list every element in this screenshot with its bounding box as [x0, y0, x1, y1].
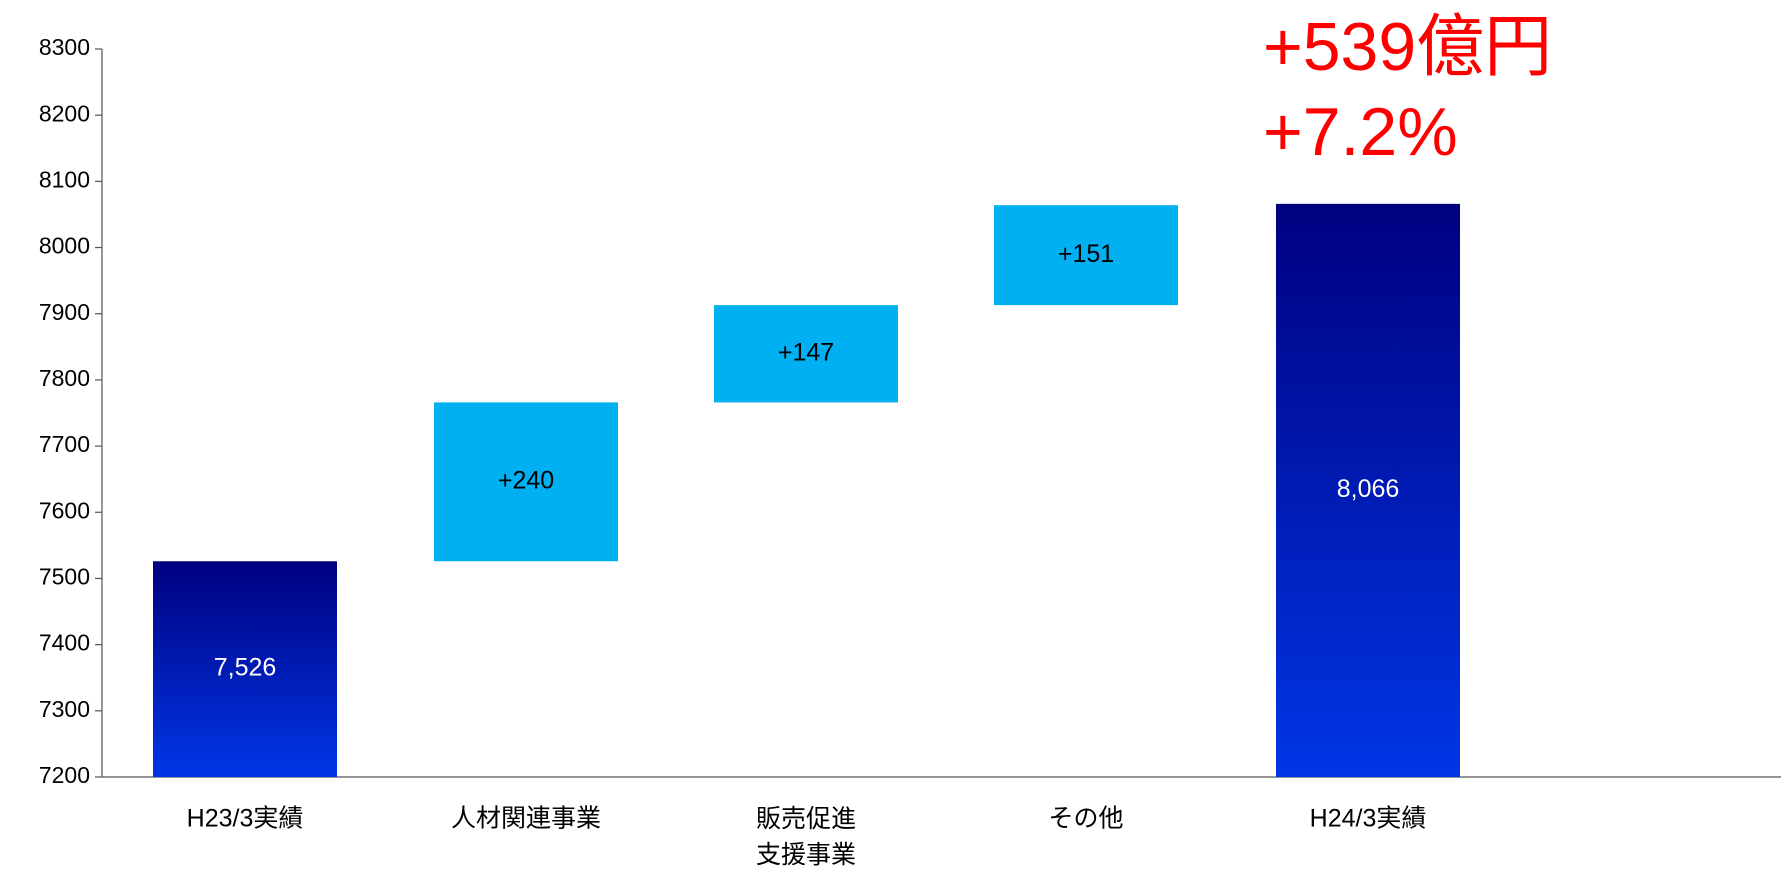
y-tick-label: 8000 — [39, 233, 90, 259]
value-label: 8,066 — [1337, 475, 1400, 503]
x-tick-label: H24/3実績 — [1310, 805, 1427, 833]
delta-bar — [994, 205, 1178, 306]
annotation: +7.2% — [1263, 94, 1458, 170]
total-bar — [153, 561, 337, 777]
value-label: +240 — [498, 466, 554, 494]
y-tick-label: 8100 — [39, 166, 90, 192]
y-tick-label: 7700 — [39, 431, 90, 457]
value-label: +147 — [778, 338, 834, 366]
annotation: +539億円 — [1263, 9, 1552, 85]
y-tick-label: 7800 — [39, 365, 90, 391]
y-tick-label: 7500 — [39, 564, 90, 590]
delta-bar — [434, 402, 618, 562]
value-label: +151 — [1058, 240, 1114, 268]
x-tick-label: H23/3実績 — [187, 805, 304, 833]
value-label: 7,526 — [214, 654, 277, 682]
y-tick-label: 7300 — [39, 696, 90, 722]
y-tick-label: 7900 — [39, 299, 90, 325]
x-tick-label: その他 — [1048, 805, 1123, 833]
y-tick-label: 7400 — [39, 630, 90, 656]
y-tick-label: 7200 — [39, 762, 90, 788]
y-tick-label: 8200 — [39, 100, 90, 126]
y-tick-label: 7600 — [39, 497, 90, 523]
x-tick-label: 販売促進支援事業 — [756, 805, 856, 869]
delta-bar — [714, 305, 898, 403]
y-tick-label: 8300 — [39, 34, 90, 60]
total-bar — [1276, 203, 1460, 777]
x-tick-label: 人材関連事業 — [451, 805, 601, 833]
